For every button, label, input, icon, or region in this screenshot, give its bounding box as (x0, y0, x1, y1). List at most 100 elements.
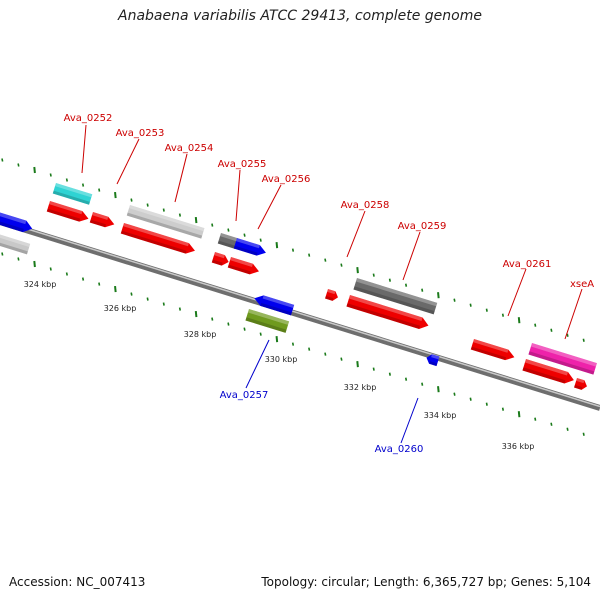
map-title: Anabaena variabilis ATCC 29413, complete… (118, 8, 482, 24)
genome-backbone (0, 219, 600, 411)
upper-tick-mark (485, 308, 488, 312)
callout-ava-0255 (235, 169, 241, 222)
scale-tick-mark (178, 307, 182, 311)
scale-label-332: 332 kbp (344, 383, 377, 392)
callout-ava-0260 (400, 397, 419, 444)
upper-tick-mark (259, 238, 262, 242)
upper-tick-mark (178, 213, 182, 217)
gene-label-ava-0253: Ava_0253 (116, 128, 165, 139)
upper-tick-mark (501, 313, 505, 317)
upper-tick-mark (211, 223, 214, 227)
gene-feature-ava-0255 (217, 233, 239, 249)
upper-tick-mark (114, 191, 117, 199)
gene-feature-ava-0259 (346, 295, 429, 329)
upper-tick-mark (1, 158, 4, 162)
gene-features (0, 183, 597, 390)
upper-tick-mark (243, 233, 246, 237)
scale-tick-mark (404, 377, 408, 381)
scale-tick-mark (227, 322, 230, 326)
upper-tick-mark (275, 242, 279, 249)
genome-summary-text: Topology: circular; Length: 6,365,727 bp… (261, 575, 591, 589)
gene-feature-gray-left (0, 232, 31, 255)
upper-tick-mark (517, 317, 521, 324)
upper-tick-mark (550, 328, 553, 332)
upper-tick-mark (566, 333, 569, 337)
callout-ava-0254 (174, 153, 188, 203)
scale-tick-mark (566, 427, 569, 431)
gene-feature-ava-0261 (470, 339, 515, 361)
upper-tick-track (1, 158, 585, 342)
accession-text: Accession: NC_007413 (9, 575, 146, 589)
scale-tick-mark (275, 336, 279, 343)
gene-feature-ava-0257 (245, 309, 290, 333)
gene-feature-red-tiny (325, 289, 338, 301)
upper-tick-mark (98, 188, 101, 192)
scale-tick-mark (49, 267, 52, 271)
scale-tick-mark (485, 402, 488, 406)
upper-tick-mark (194, 216, 198, 224)
scale-tick-mark (453, 392, 456, 396)
upper-tick-mark (356, 267, 359, 274)
gene-feature-ava-0253 (89, 212, 115, 228)
upper-tick-mark (162, 208, 165, 212)
upper-tick-mark (17, 163, 20, 167)
upper-tick-mark (372, 273, 375, 277)
callout-ava-0256 (257, 184, 282, 230)
scale-tick-mark (550, 422, 553, 426)
gene-feature-red-0254 (120, 223, 195, 254)
scale-tick-mark (33, 260, 36, 268)
gene-label-ava-0254: Ava_0254 (165, 143, 214, 154)
lower-tick-track (1, 252, 585, 436)
scale-label-328: 328 kbp (184, 330, 217, 339)
scale-tick-mark (308, 347, 311, 351)
callout-ava-0261 (507, 268, 527, 317)
upper-tick-mark (469, 303, 472, 307)
callout-ava-0258 (346, 210, 366, 258)
scale-tick-mark (211, 317, 214, 321)
scale-tick-mark (114, 285, 117, 293)
gene-feature-ava-0256 (233, 238, 266, 256)
gene-label-ava-0255: Ava_0255 (218, 159, 267, 170)
scale-tick-mark (17, 257, 20, 261)
scale-tick-mark (81, 277, 85, 281)
callout-xsea (564, 288, 583, 340)
scale-label-326: 326 kbp (104, 304, 137, 313)
scale-tick-mark (98, 282, 101, 286)
gene-label-ava-0256: Ava_0256 (262, 174, 311, 185)
gene-label-ava-0259: Ava_0259 (398, 221, 447, 232)
scale-labels: 324 kbp 326 kbp 328 kbp 330 kbp 332 kbp … (24, 280, 535, 451)
scale-tick-mark (291, 342, 295, 346)
gene-feature-blue-reverse (254, 295, 295, 316)
upper-tick-mark (33, 166, 36, 174)
callout-ava-0252 (81, 124, 87, 174)
callout-ava-0259 (402, 231, 421, 281)
gene-label-ava-0258: Ava_0258 (341, 200, 390, 211)
scale-tick-mark (162, 302, 165, 306)
gene-feature-red-xsea-small (574, 378, 587, 390)
upper-tick-mark (81, 183, 85, 187)
backbone-highlight (0, 219, 600, 408)
gene-feature-ava-0260 (426, 354, 440, 367)
scale-tick-mark (65, 272, 68, 276)
upper-tick-mark (421, 288, 424, 292)
upper-tick-mark (291, 248, 295, 252)
upper-tick-mark (49, 173, 52, 177)
scale-label-324: 324 kbp (24, 280, 57, 289)
scale-tick-mark (437, 386, 440, 393)
scale-tick-mark (356, 361, 359, 368)
scale-tick-mark (259, 332, 262, 336)
callout-ava-0257 (245, 339, 270, 389)
scale-tick-mark (194, 310, 198, 318)
scale-tick-mark (340, 357, 343, 361)
gene-label-ava-0260: Ava_0260 (375, 444, 424, 455)
gene-label-ava-0261: Ava_0261 (503, 259, 552, 270)
upper-tick-mark (130, 198, 133, 202)
callout-ava-0253 (116, 138, 140, 185)
gene-label-ava-0257: Ava_0257 (220, 390, 269, 401)
gene-feature-blue-left (0, 210, 33, 233)
scale-tick-mark (534, 417, 537, 421)
scale-tick-mark (372, 367, 375, 371)
upper-tick-mark (534, 323, 537, 327)
scale-tick-mark (243, 327, 246, 331)
